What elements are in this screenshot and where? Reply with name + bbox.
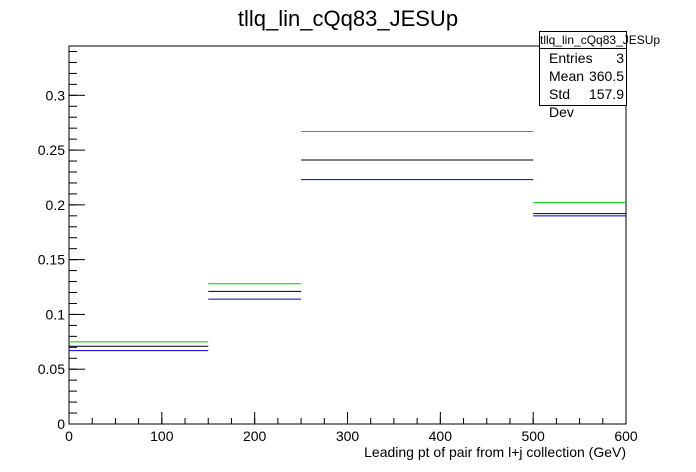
stats-value: 360.5 (588, 68, 624, 84)
chart-title: tllq_lin_cQq83_JESUp (237, 6, 459, 31)
stats-box: tllq_lin_cQq83_JESUp Entries 3 Mean 360.… (539, 31, 661, 120)
stats-box-title: tllq_lin_cQq83_JESUp (540, 33, 661, 49)
stats-label: Mean (549, 68, 585, 84)
y-tick-label: 0.2 (46, 197, 66, 213)
histogram-series (69, 159, 626, 347)
x-axis: 0 100 200 300 400 500 600 (65, 412, 638, 444)
x-tick-label: 300 (336, 428, 360, 444)
stats-row-mean: Mean 360.5 (540, 67, 626, 85)
stats-value: 157.9 (588, 86, 624, 102)
y-tick-label: 0.25 (38, 142, 65, 158)
y-tick-label: 0.05 (38, 361, 65, 377)
y-tick-label: 0.3 (46, 87, 66, 103)
histogram-series (69, 130, 626, 343)
x-tick-label: 0 (65, 428, 73, 444)
x-tick-label: 100 (150, 428, 174, 444)
stats-label: Std Dev (549, 86, 574, 120)
series-group (69, 130, 626, 352)
x-tick-label: 600 (614, 428, 638, 444)
x-tick-label: 400 (429, 428, 453, 444)
x-tick-label: 500 (521, 428, 545, 444)
y-tick-label: 0 (57, 416, 65, 432)
y-axis: 0 0.05 0.1 0.15 0.2 0.25 0.3 (38, 50, 85, 432)
y-tick-label: 0.1 (46, 306, 66, 322)
stats-row-stddev: Std Dev 157.9 (540, 85, 626, 120)
x-tick-label: 200 (243, 428, 267, 444)
stats-value: 3 (616, 50, 624, 66)
stats-label: Entries (549, 50, 593, 66)
stats-row-entries: Entries 3 (540, 49, 626, 67)
histogram-series (69, 179, 626, 352)
y-tick-label: 0.15 (38, 252, 65, 268)
x-axis-label: Leading pt of pair from l+j collection (… (364, 444, 626, 460)
